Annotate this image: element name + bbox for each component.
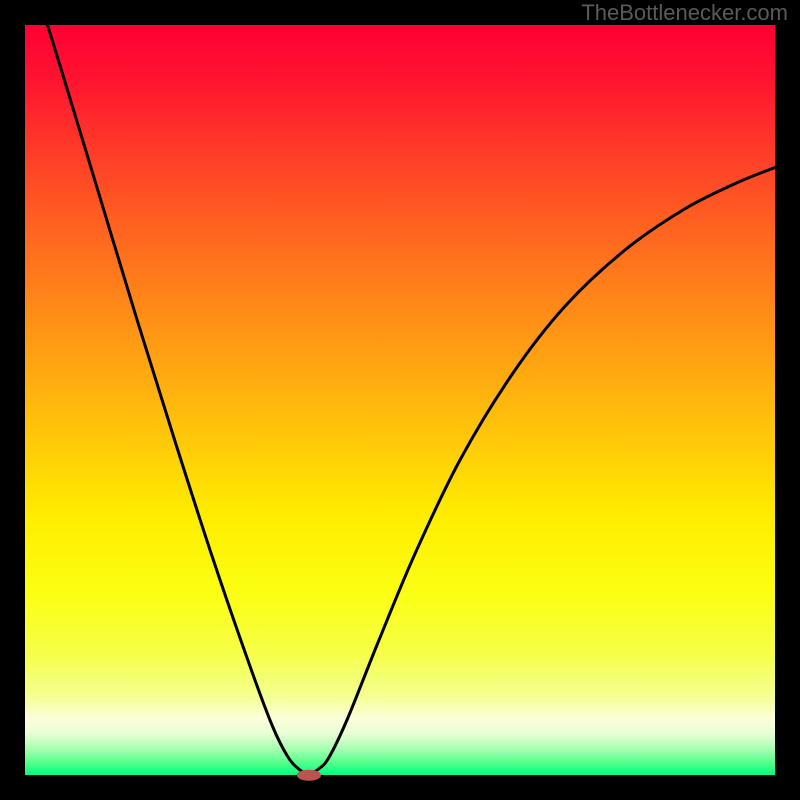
curve-path (48, 25, 776, 774)
watermark-text: TheBottlenecker.com (581, 0, 788, 26)
plot-area (25, 25, 775, 775)
bottleneck-curve (25, 25, 775, 775)
optimum-marker (297, 770, 321, 781)
